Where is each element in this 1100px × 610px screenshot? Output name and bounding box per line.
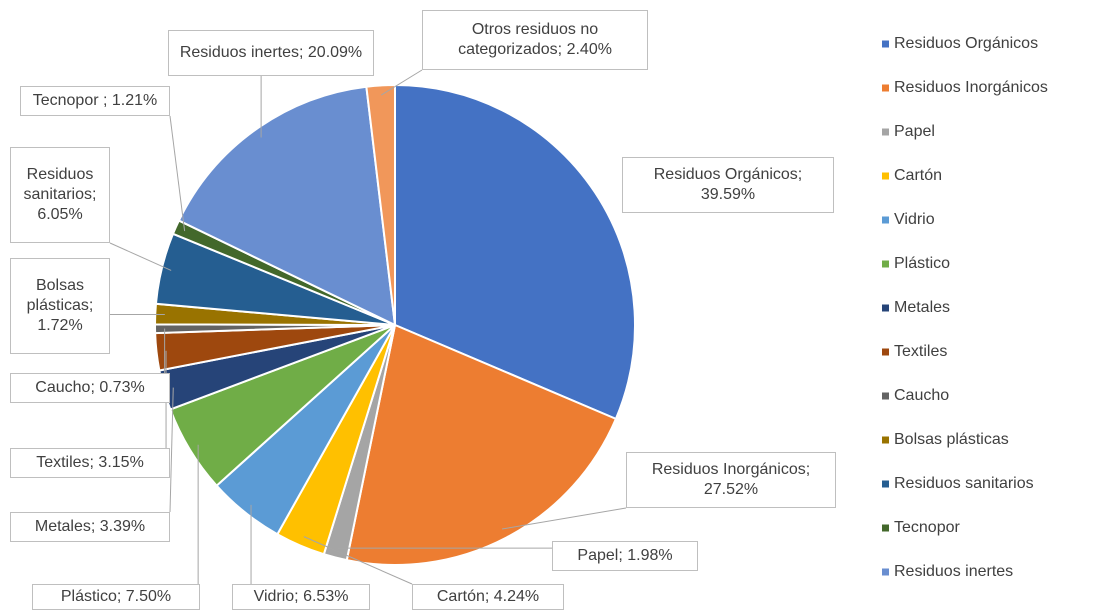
data-label: Otros residuos no categorizados; 2.40% <box>422 10 648 70</box>
data-label: Cartón; 4.24% <box>412 584 564 610</box>
legend-swatch <box>882 480 889 488</box>
legend-label: Textiles <box>894 343 947 360</box>
legend-label: Residuos inertes <box>894 563 1013 580</box>
legend-swatch <box>882 568 889 576</box>
legend-label: Vidrio <box>894 211 935 228</box>
leader-line <box>501 507 627 530</box>
legend-swatch <box>882 260 889 268</box>
legend-swatch <box>882 172 889 180</box>
legend-label: Papel <box>894 123 935 140</box>
pie-slice <box>394 83 636 421</box>
legend-label: Residuos sanitarios <box>894 475 1034 492</box>
leader-line <box>169 387 174 513</box>
leader-line <box>380 69 423 96</box>
legend-swatch <box>882 84 889 92</box>
leader-line <box>169 115 186 232</box>
pie-slice <box>365 83 396 326</box>
legend-swatch <box>882 40 889 48</box>
legend-label: Caucho <box>894 387 949 404</box>
legend-label: Residuos Inorgánicos <box>894 79 1048 96</box>
data-label: Textiles; 3.15% <box>10 448 170 478</box>
pie-slice <box>345 323 618 566</box>
data-label: Residuos Inorgánicos; 27.52% <box>626 452 836 508</box>
legend-swatch <box>882 128 889 136</box>
data-label: Residuos inertes; 20.09% <box>168 30 374 76</box>
legend-label: Tecnopor <box>894 519 960 536</box>
legend-label: Residuos Orgánicos <box>894 35 1038 52</box>
legend-swatch <box>882 304 889 312</box>
legend-swatch <box>882 216 889 224</box>
legend-label: Cartón <box>894 167 942 184</box>
data-label: Plástico; 7.50% <box>32 584 200 610</box>
leader-line <box>109 242 172 271</box>
data-label: Bolsas plásticas; 1.72% <box>10 258 110 354</box>
legend-swatch <box>882 524 889 532</box>
legend-label: Bolsas plásticas <box>894 431 1009 448</box>
data-label: Papel; 1.98% <box>552 541 698 571</box>
legend-swatch <box>882 392 889 400</box>
pie-slice <box>177 85 397 327</box>
data-label: Tecnopor ; 1.21% <box>20 86 170 116</box>
leader-line <box>303 536 413 585</box>
data-label: Vidrio; 6.53% <box>232 584 370 610</box>
legend-swatch <box>882 436 889 444</box>
legend-label: Plástico <box>894 255 950 272</box>
data-label: Caucho; 0.73% <box>10 373 170 403</box>
data-label: Residuos Orgánicos; 39.59% <box>622 157 834 213</box>
legend-swatch <box>882 348 889 356</box>
data-label: Residuos sanitarios; 6.05% <box>10 147 110 243</box>
legend-label: Metales <box>894 299 950 316</box>
data-label: Metales; 3.39% <box>10 512 170 542</box>
